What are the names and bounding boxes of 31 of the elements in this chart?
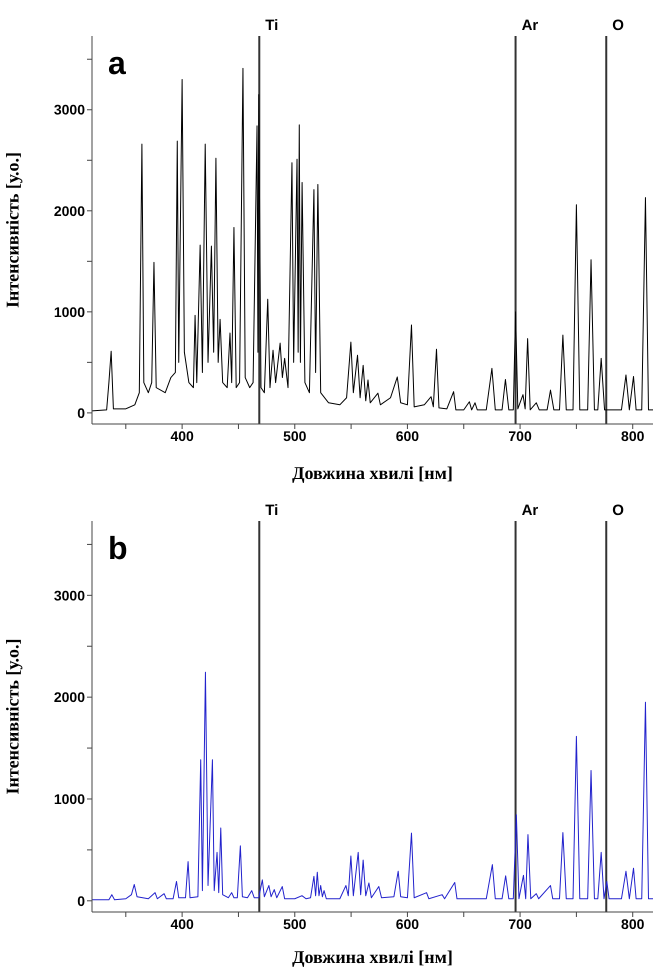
- x-axis-title: Довжина хвилі [нм]: [292, 947, 453, 967]
- x-tick-label: 700: [508, 916, 532, 932]
- x-tick-label: 400: [170, 428, 194, 444]
- x-tick-label: 800: [621, 428, 645, 444]
- ref-line-label: O: [612, 502, 624, 519]
- y-axis-title: Інтенсивність [у.о.]: [2, 152, 22, 308]
- ref-line-label: Ti: [265, 17, 278, 34]
- x-tick-label: 500: [283, 428, 307, 444]
- x-axis-title: Довжина хвилі [нм]: [292, 463, 453, 483]
- ref-line-label: Ar: [522, 502, 538, 519]
- y-tick-label: 2000: [54, 202, 86, 219]
- y-axis-title: Інтенсивність [у.о.]: [2, 638, 22, 795]
- ref-line-label: O: [612, 17, 624, 34]
- y-tick-label: 3000: [54, 587, 86, 604]
- ref-line-label: Ti: [265, 502, 278, 519]
- x-tick-label: 500: [283, 916, 307, 932]
- y-tick-label: 2000: [54, 689, 86, 706]
- x-tick-label: 600: [396, 428, 420, 444]
- ref-line-label: Ar: [522, 17, 538, 34]
- y-tick-label: 0: [77, 404, 86, 421]
- annotation: a: [108, 45, 126, 81]
- x-tick-label: 600: [396, 916, 420, 932]
- x-tick-label: 400: [170, 916, 194, 932]
- y-tick-label: 0: [77, 892, 86, 909]
- annotation: b: [108, 530, 128, 566]
- y-tick-label: 1000: [54, 304, 86, 320]
- y-tick-label: 1000: [54, 790, 86, 807]
- y-tick-label: 3000: [54, 102, 86, 118]
- line-series: [92, 672, 653, 900]
- x-tick-label: 700: [508, 428, 532, 444]
- x-tick-label: 800: [621, 916, 645, 932]
